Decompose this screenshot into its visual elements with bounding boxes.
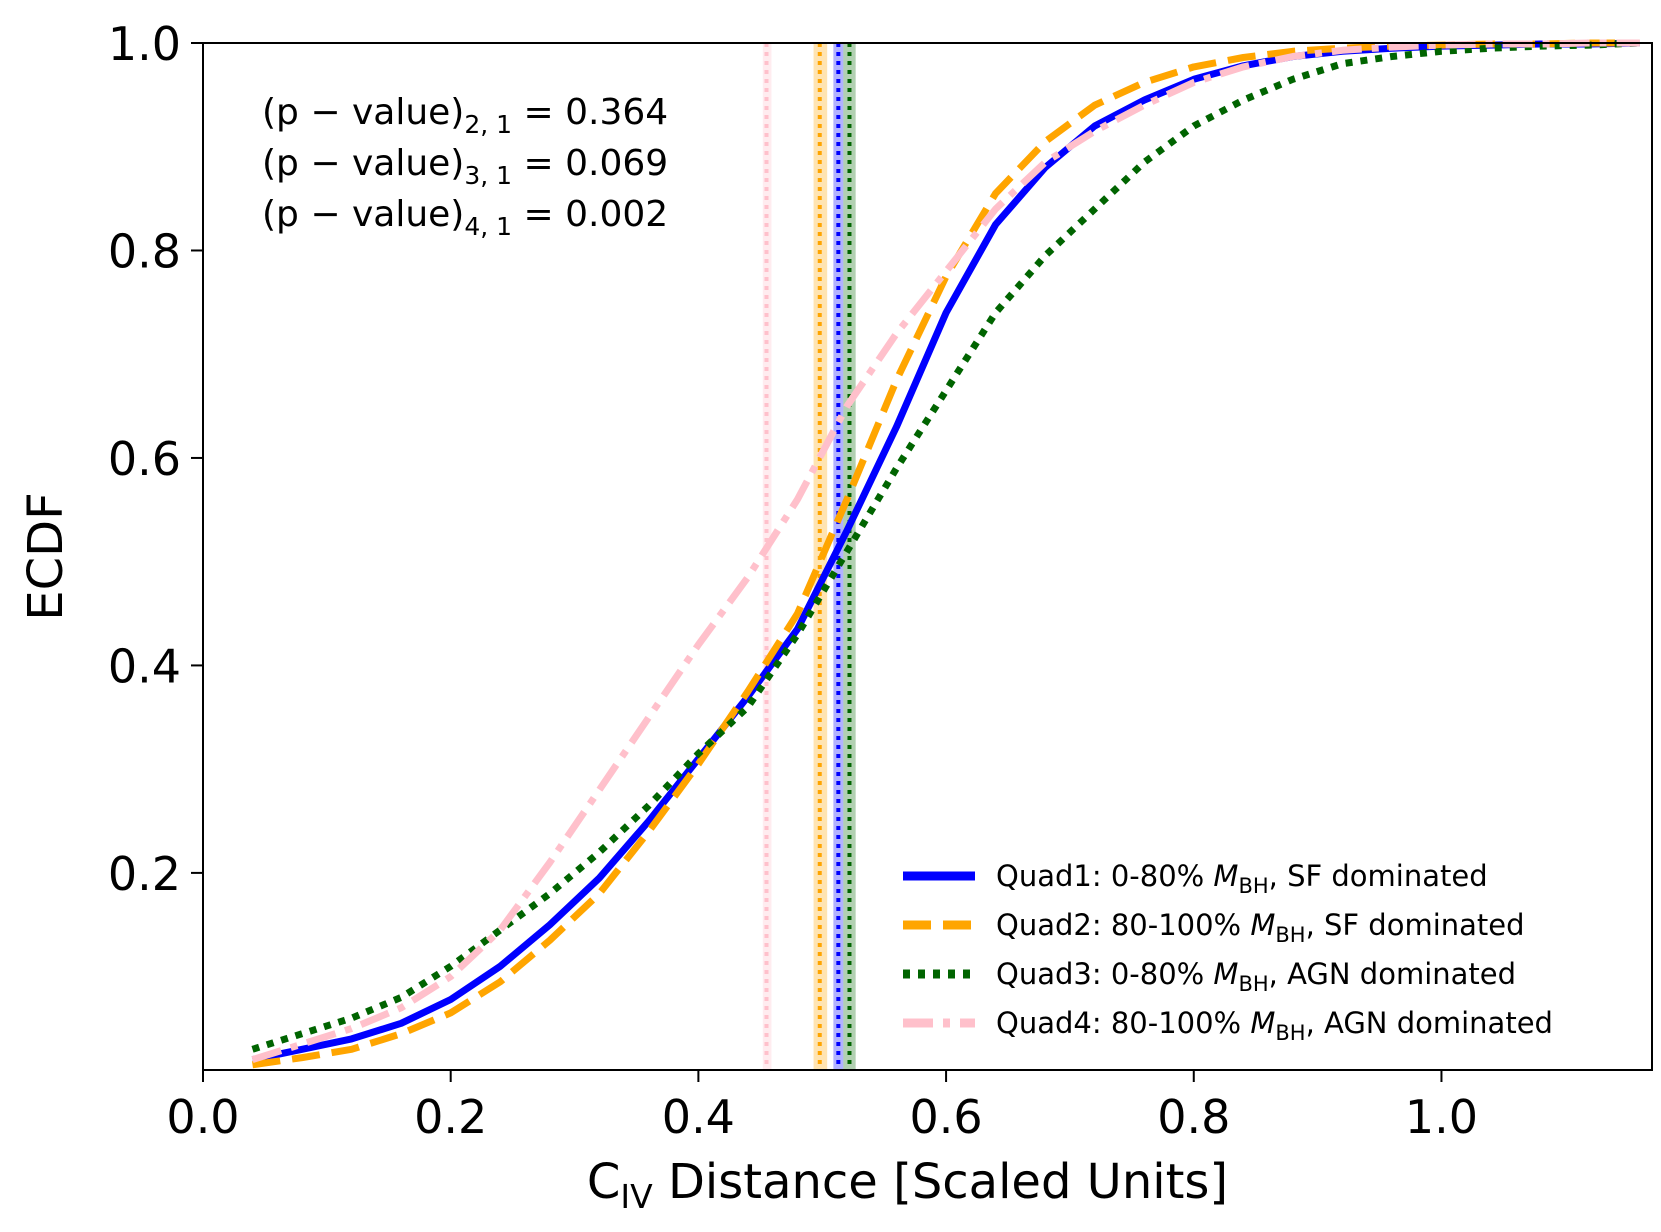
y-axis-label: ECDF	[18, 492, 74, 620]
x-tick-label: 0.6	[909, 1090, 982, 1144]
quad4-ecdf-line	[251, 39, 1640, 1063]
x-tick-label: 1.0	[1405, 1090, 1478, 1144]
y-tick-label: 0.2	[108, 847, 181, 901]
quad3-legend-label: Quad3: 0-80% MBH, AGN dominated	[996, 957, 1516, 996]
x-axis-label: CIV Distance [Scaled Units]	[587, 1154, 1228, 1216]
x-tick-label: 0.2	[414, 1090, 487, 1144]
y-tick-label: 0.6	[108, 432, 181, 486]
x-tick-label: 0.0	[166, 1090, 239, 1144]
x-tick-label: 0.4	[662, 1090, 735, 1144]
y-tick-label: 0.8	[108, 224, 181, 278]
y-tick-label: 0.4	[108, 639, 181, 693]
quad1-legend-label: Quad1: 0-80% MBH, SF dominated	[996, 859, 1488, 898]
y-tick-label: 1.0	[108, 17, 181, 71]
x-tick-label: 0.8	[1157, 1090, 1230, 1144]
p-value-annotation: (p − value)2, 1 = 0.364	[262, 92, 668, 139]
quad2-legend-label: Quad2: 80-100% MBH, SF dominated	[996, 908, 1525, 947]
plot-frame	[202, 42, 1653, 1071]
quad4-legend-label: Quad4: 80-100% MBH, AGN dominated	[996, 1006, 1553, 1045]
p-value-annotation: (p − value)3, 1 = 0.069	[262, 143, 668, 190]
p-value-annotation: (p − value)4, 1 = 0.002	[262, 194, 668, 241]
quad3-ecdf-line	[251, 39, 1640, 1053]
